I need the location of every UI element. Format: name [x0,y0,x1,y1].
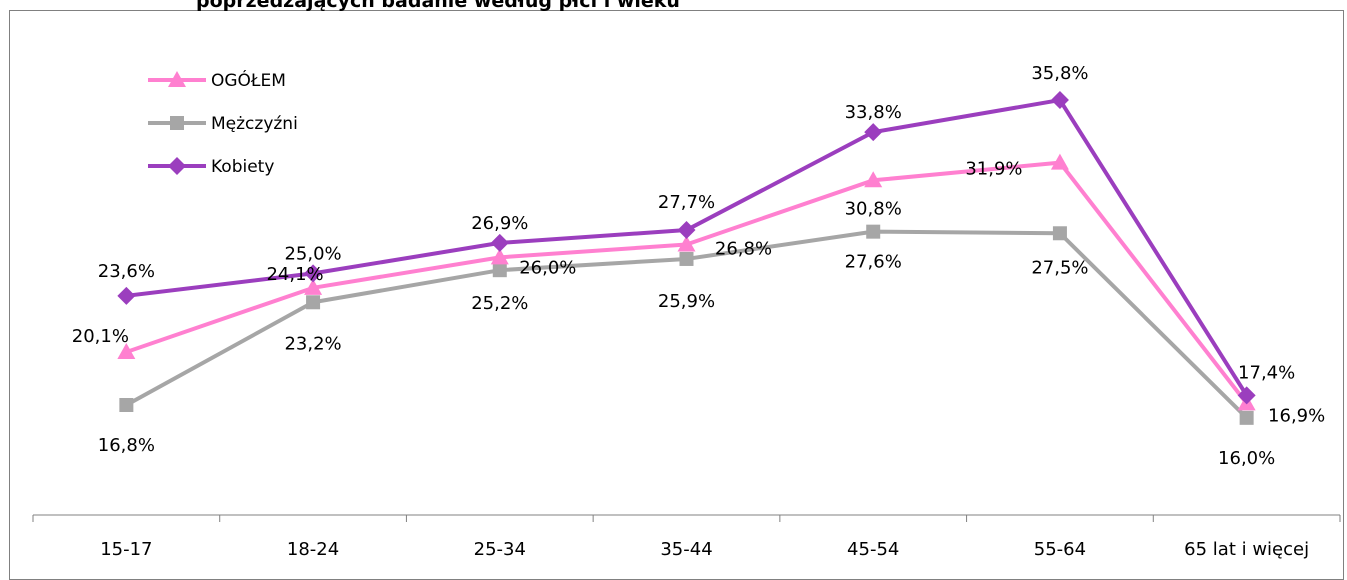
chart-title: poprzedzających badanie według płci i wi… [196,0,680,12]
data-point [677,235,696,252]
x-tick-label: 45-54 [847,539,899,560]
data-point [490,248,509,265]
data-point [677,221,696,240]
data-point [304,278,323,295]
data-label: 16,8% [98,435,155,456]
data-point [864,171,883,188]
data-point [117,286,136,305]
data-label: 31,9% [965,159,1022,180]
data-label: 25,0% [284,243,341,264]
legend: OGÓŁEM Mężczyźni Kobiety [148,69,298,177]
series-0 [117,153,1256,411]
data-labels: 20,1% 24,1% 26,0% 26,8% 30,8% 31,9% 16,9% 16,8%… [72,63,1325,469]
data-point [119,398,134,412]
data-point [1239,410,1254,425]
data-label: 27,6% [845,252,902,273]
data-label: 26,9% [471,213,528,234]
data-point [490,233,509,252]
legend-label: OGÓŁEM [211,69,286,91]
data-label: 16,0% [1218,448,1275,469]
data-label: 23,6% [98,261,155,282]
data-label: 27,7% [658,192,715,213]
x-tick-label: 35-44 [660,539,712,560]
data-point [866,224,881,239]
data-label: 17,4% [1238,362,1295,383]
data-point [864,123,883,142]
data-point [304,264,323,283]
x-axis: 15-17 18-24 25-34 35-44 45-54 55-64 65 lat i w… [32,514,1341,560]
data-label: 25,2% [471,293,528,314]
data-point [168,157,186,175]
data-label: 30,8% [845,198,902,219]
data-label: 26,0% [519,257,576,278]
x-tick-label: 25-34 [474,539,526,560]
legend-entry: Kobiety [148,157,274,177]
x-tick-label: 18-24 [287,539,339,560]
data-point [306,295,321,310]
x-tick-label: 55-64 [1034,539,1086,560]
data-label: 20,1% [72,326,129,347]
data-point [168,71,186,87]
data-label: 35,8% [1031,63,1088,84]
x-tick-label: 65 lat i więcej [1184,539,1309,560]
data-point [1050,153,1069,170]
series-2 [117,91,1256,405]
legend-label: Kobiety [211,157,274,177]
series-1 [119,224,1254,425]
data-point [170,116,184,130]
data-label: 33,8% [845,102,902,123]
data-point [492,263,507,278]
data-label: 25,9% [658,291,715,312]
series-layer [117,91,1256,425]
legend-entry: OGÓŁEM [148,69,286,91]
data-label: 26,8% [715,239,772,260]
data-point [679,251,694,266]
data-point [1052,226,1067,241]
data-label: 24,1% [266,264,323,285]
data-point [1050,91,1069,110]
legend-label: Mężczyźni [211,114,298,134]
data-point [117,343,136,360]
data-label: 27,5% [1031,257,1088,278]
data-point [1237,386,1256,405]
data-label: 16,9% [1268,405,1325,426]
legend-entry: Mężczyźni [148,114,298,134]
x-tick-label: 15-17 [100,539,152,560]
data-label: 23,2% [284,333,341,354]
